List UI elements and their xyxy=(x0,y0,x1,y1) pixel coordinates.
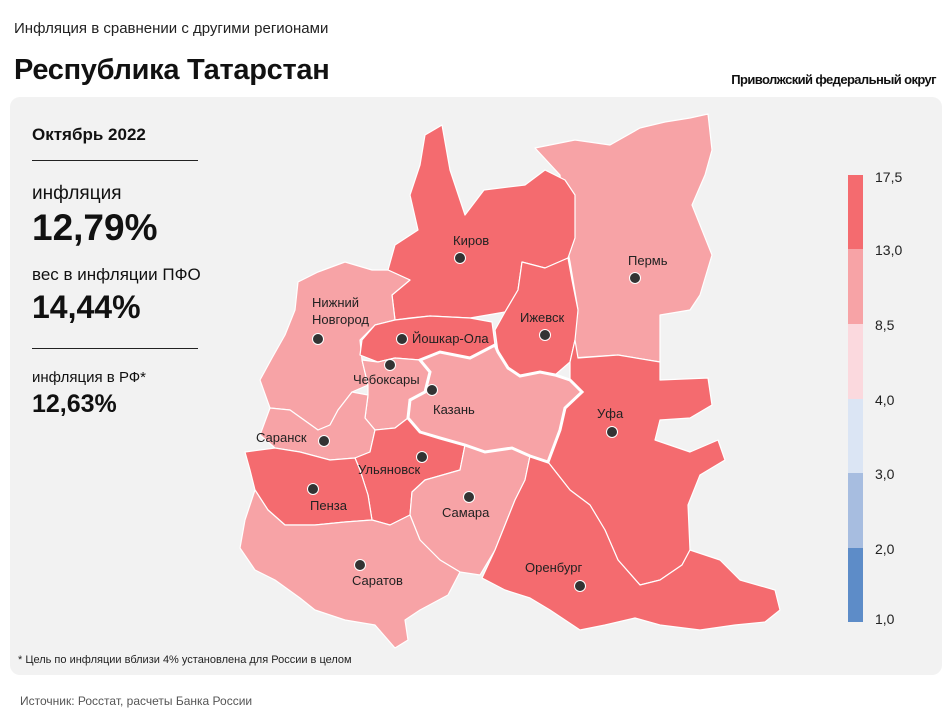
city-marker-penza[interactable] xyxy=(307,483,319,495)
city-marker-kazan[interactable] xyxy=(426,384,438,396)
footnote: * Цель по инфляции вблизи 4% установлена… xyxy=(18,654,352,666)
period-label: Октябрь 2022 xyxy=(32,125,146,144)
legend-segment xyxy=(848,324,863,399)
legend-tick: 8,5 xyxy=(875,317,895,333)
rf-inflation-label: инфляция в РФ* xyxy=(32,369,147,386)
city-label-yoshkar-ola: Йошкар-Ола xyxy=(412,331,489,346)
city-label-saransk: Саранск xyxy=(256,430,307,445)
city-label-orenburg: Оренбург xyxy=(525,560,582,575)
city-marker-cheboksary[interactable] xyxy=(384,359,396,371)
source-note: Источник: Росстат, расчеты Банка России xyxy=(20,694,253,708)
weight-value: 14,44% xyxy=(32,289,141,325)
city-marker-ulyanovsk[interactable] xyxy=(416,451,428,463)
legend-tick: 4,0 xyxy=(875,392,895,408)
legend-segment xyxy=(848,473,863,548)
page-subtitle: Инфляция в сравнении с другими регионами xyxy=(14,20,329,37)
city-marker-perm[interactable] xyxy=(629,272,641,284)
tatarstan-highlight-outline xyxy=(406,342,585,464)
city-marker-saransk[interactable] xyxy=(318,435,330,447)
inflation-value: 12,79% xyxy=(32,207,158,248)
city-label-ulyanovsk: Ульяновск xyxy=(358,462,420,477)
city-marker-saratov[interactable] xyxy=(354,559,366,571)
city-label-samara: Самара xyxy=(442,505,490,520)
city-label-nizhny-novgorod-2: Новгород xyxy=(312,312,369,327)
map-panel: Киров Пермь Нижний Новгород Йошкар-Ола И… xyxy=(10,97,942,675)
city-label-penza: Пенза xyxy=(310,498,348,513)
legend-tick: 3,0 xyxy=(875,466,895,482)
city-marker-ufa[interactable] xyxy=(606,426,618,438)
legend-segment xyxy=(848,399,863,473)
legend-tick: 17,5 xyxy=(875,169,903,185)
region-saratov[interactable] xyxy=(239,489,461,649)
city-label-ufa: Уфа xyxy=(597,406,624,421)
legend-segment xyxy=(848,249,863,324)
divider xyxy=(32,348,198,349)
legend-segment xyxy=(848,548,863,622)
district-label: Приволжский федеральный округ xyxy=(731,72,936,87)
city-label-perm: Пермь xyxy=(628,253,668,268)
city-marker-kirov[interactable] xyxy=(454,252,466,264)
page-title: Республика Татарстан xyxy=(14,54,330,86)
legend-tick: 13,0 xyxy=(875,242,903,258)
city-marker-orenburg[interactable] xyxy=(574,580,586,592)
city-label-nizhny-novgorod-1: Нижний xyxy=(312,295,359,310)
city-label-kirov: Киров xyxy=(453,233,489,248)
city-label-saratov: Саратов xyxy=(352,573,403,588)
city-marker-nizhny-novgorod[interactable] xyxy=(312,333,324,345)
rf-inflation-value: 12,63% xyxy=(32,390,117,418)
city-label-izhevsk: Ижевск xyxy=(520,310,565,325)
legend-segment xyxy=(848,175,863,249)
city-label-cheboksary: Чебоксары xyxy=(353,372,420,387)
legend-tick: 2,0 xyxy=(875,541,895,557)
legend-tick: 1,0 xyxy=(875,611,895,627)
region-perm[interactable] xyxy=(534,113,713,363)
weight-label: вес в инфляции ПФО xyxy=(32,265,201,284)
inflation-label: инфляция xyxy=(32,183,122,204)
city-marker-samara[interactable] xyxy=(463,491,475,503)
city-marker-izhevsk[interactable] xyxy=(539,329,551,341)
divider xyxy=(32,160,198,161)
city-marker-yoshkar-ola[interactable] xyxy=(396,333,408,345)
region-map: Киров Пермь Нижний Новгород Йошкар-Ола И… xyxy=(239,113,781,649)
city-label-kazan: Казань xyxy=(433,402,475,417)
region-orenburg[interactable] xyxy=(481,455,781,631)
